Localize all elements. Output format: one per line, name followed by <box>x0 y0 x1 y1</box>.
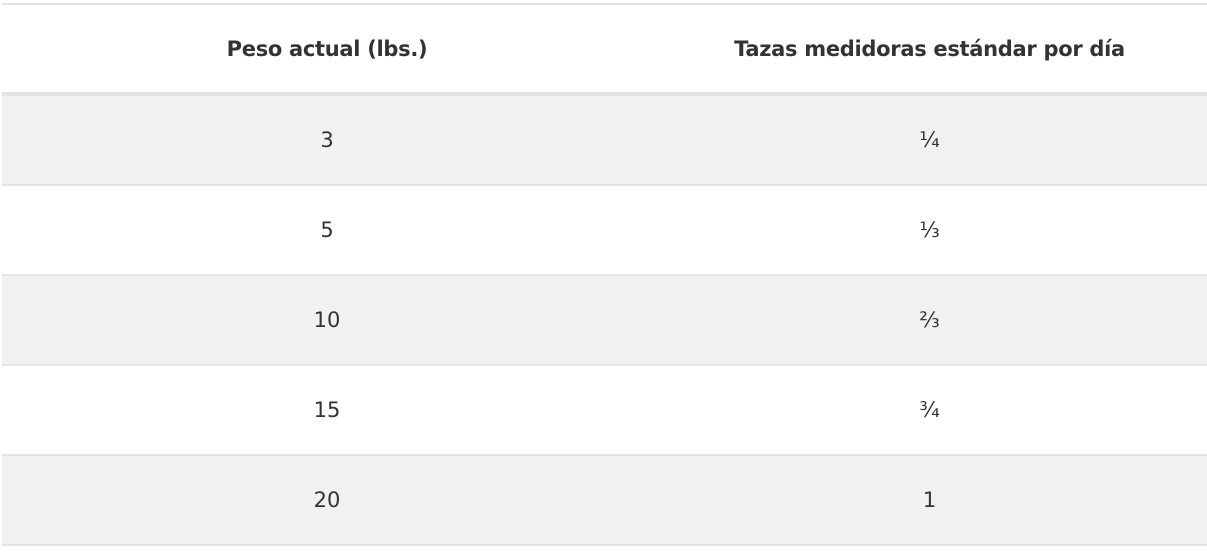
table-row: 15 ¾ <box>2 365 1207 456</box>
cell-weight: 3 <box>2 94 652 186</box>
table-row: 5 ⅓ <box>2 185 1207 276</box>
table-row: 20 1 <box>2 455 1207 546</box>
cell-cups: ⅔ <box>652 275 1207 366</box>
table-row: 10 ⅔ <box>2 275 1207 366</box>
header-cups: Tazas medidoras estándar por día <box>652 4 1207 96</box>
cell-cups: ¼ <box>652 94 1207 186</box>
cell-cups: 1 <box>652 455 1207 546</box>
table-row: 3 ¼ <box>2 94 1207 186</box>
header-weight: Peso actual (lbs.) <box>2 4 652 96</box>
cell-weight: 5 <box>2 185 652 276</box>
cell-cups: ⅓ <box>652 185 1207 276</box>
cell-weight: 15 <box>2 365 652 456</box>
cell-cups: ¾ <box>652 365 1207 456</box>
cell-weight: 10 <box>2 275 652 366</box>
feeding-table: Peso actual (lbs.) Tazas medidoras están… <box>2 3 1207 546</box>
header-row: Peso actual (lbs.) Tazas medidoras están… <box>2 4 1207 96</box>
cell-weight: 20 <box>2 455 652 546</box>
